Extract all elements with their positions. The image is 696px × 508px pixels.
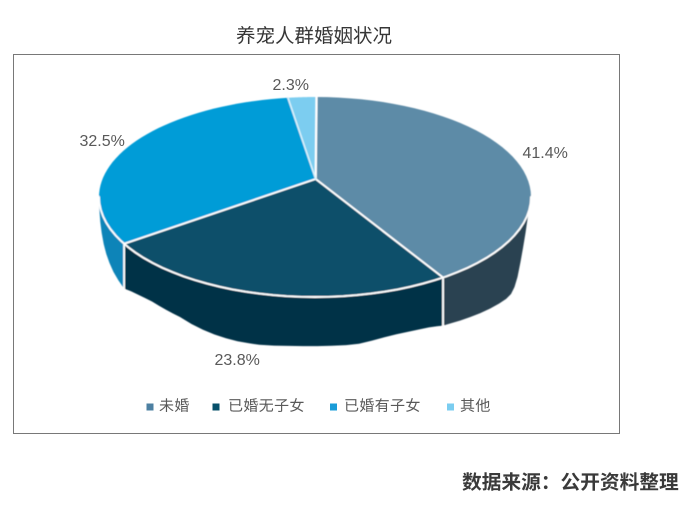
svg-text:23.8%: 23.8%	[215, 352, 260, 369]
svg-text:41.4%: 41.4%	[523, 145, 568, 162]
svg-text:2.3%: 2.3%	[273, 77, 309, 94]
svg-text:32.5%: 32.5%	[80, 133, 125, 150]
